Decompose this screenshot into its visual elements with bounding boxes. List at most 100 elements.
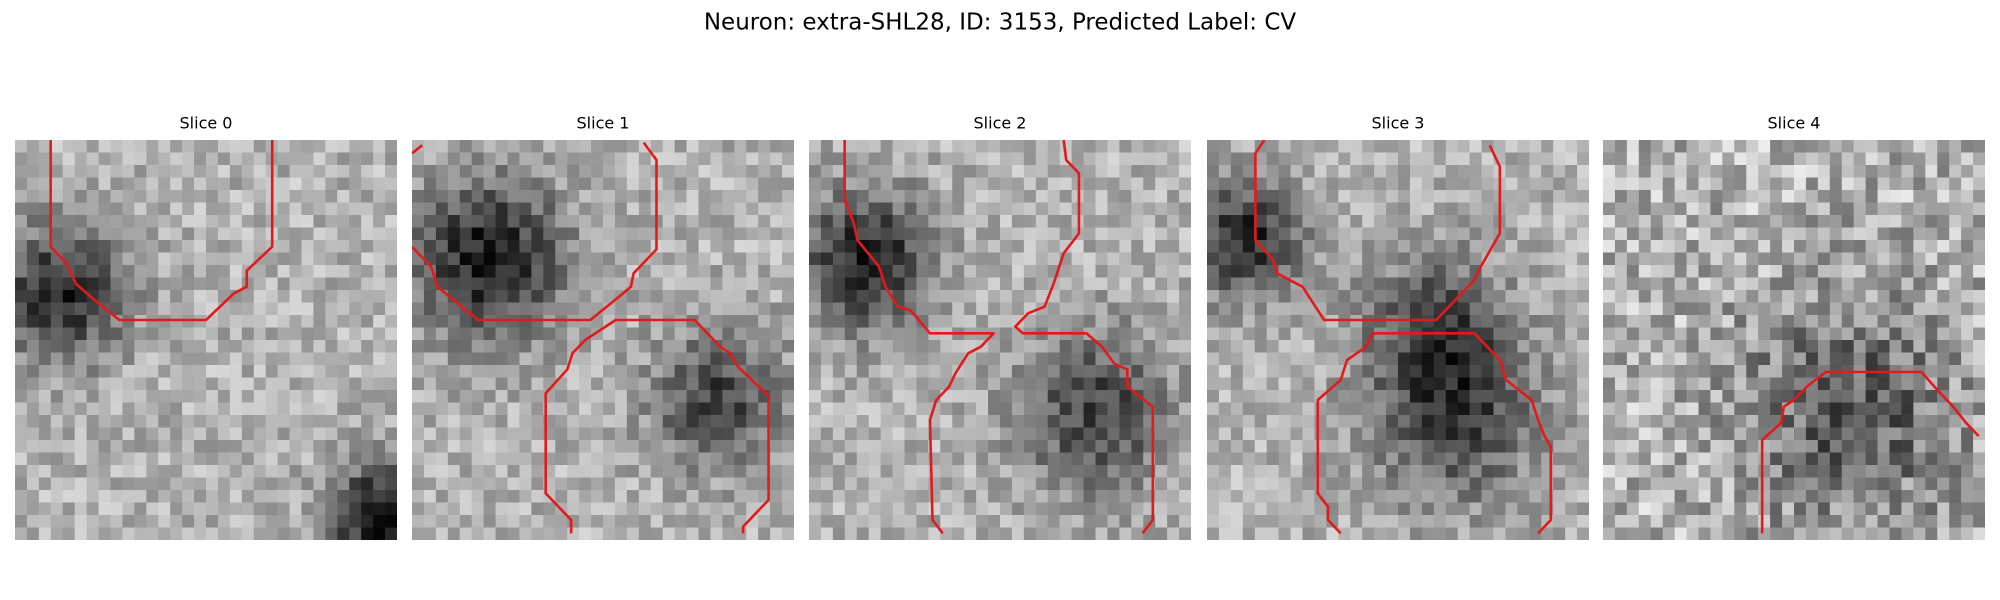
pixel	[423, 340, 437, 353]
pixel	[1770, 202, 1783, 216]
pixel	[1011, 477, 1025, 491]
pixel	[373, 465, 386, 478]
pixel	[471, 227, 485, 241]
pixel	[844, 365, 858, 378]
pixel	[146, 527, 159, 540]
pixel	[38, 365, 52, 378]
pixel	[758, 240, 771, 253]
pixel	[1362, 215, 1375, 228]
pixel	[1937, 165, 1950, 178]
pixel	[844, 377, 858, 391]
pixel	[940, 315, 953, 328]
pixel	[519, 377, 532, 391]
pixel	[1326, 190, 1339, 203]
pixel	[447, 140, 461, 153]
pixel	[1409, 215, 1423, 228]
pixel	[1409, 190, 1423, 203]
pixel	[964, 252, 977, 266]
pixel	[674, 190, 687, 203]
pixel	[1949, 327, 1962, 341]
pixel	[182, 365, 195, 378]
pixel	[158, 440, 171, 453]
pixel	[734, 365, 747, 378]
pixel	[1433, 440, 1447, 453]
pixel	[1011, 177, 1025, 191]
pixel	[1445, 377, 1459, 391]
pixel	[1626, 390, 1640, 403]
pixel	[1023, 440, 1037, 453]
pixel	[1433, 465, 1447, 478]
pixel	[1805, 190, 1819, 203]
pixel	[206, 165, 219, 178]
pixel	[964, 427, 977, 441]
pixel	[74, 152, 88, 166]
pixel	[916, 190, 929, 203]
pixel	[1577, 290, 1589, 303]
pixel	[483, 352, 496, 366]
pixel	[770, 340, 783, 353]
pixel	[1218, 465, 1232, 478]
pixel	[1913, 202, 1926, 216]
pixel	[722, 390, 735, 403]
pixel	[134, 427, 147, 441]
pixel	[1865, 377, 1878, 391]
pixel	[1230, 352, 1244, 366]
pixel	[1266, 465, 1280, 478]
pixel	[820, 315, 834, 328]
pixel	[1266, 415, 1280, 428]
pixel	[543, 240, 556, 253]
pixel	[1179, 265, 1191, 278]
pixel	[1662, 327, 1676, 341]
pixel	[1207, 365, 1220, 378]
pixel	[483, 227, 496, 241]
pixel	[1829, 452, 1843, 466]
pixel	[110, 165, 123, 178]
pixel	[74, 165, 88, 178]
pixel	[62, 452, 76, 466]
pixel	[1445, 465, 1459, 478]
pixel	[1131, 440, 1144, 453]
pixel	[1829, 465, 1843, 478]
pixel	[1758, 202, 1771, 216]
pixel	[832, 177, 846, 191]
pixel	[603, 315, 616, 328]
pixel	[1155, 215, 1168, 228]
pixel	[1350, 252, 1363, 266]
pixel	[1083, 252, 1096, 266]
pixel	[698, 477, 711, 491]
pixel	[1541, 265, 1554, 278]
pixel	[98, 402, 111, 416]
pixel	[1314, 465, 1327, 478]
pixel	[50, 452, 64, 466]
contour	[546, 320, 769, 533]
pixel	[940, 140, 953, 153]
pixel	[1626, 252, 1640, 266]
pixel	[206, 502, 219, 516]
pixel	[1398, 352, 1411, 366]
pixel	[241, 140, 255, 153]
pixel	[1059, 390, 1073, 403]
pixel	[686, 227, 699, 241]
pixel	[1350, 165, 1363, 178]
pixel	[1517, 415, 1530, 428]
pixel	[1674, 290, 1687, 303]
pixel	[976, 315, 989, 328]
pixel	[603, 352, 616, 366]
pixel	[158, 527, 171, 540]
pixel	[1218, 340, 1232, 353]
pixel	[1829, 140, 1843, 153]
pixel	[1686, 290, 1699, 303]
pixel	[662, 377, 676, 391]
pixel	[194, 165, 207, 178]
pixel	[1937, 152, 1950, 166]
pixel	[1841, 465, 1855, 478]
pixel	[507, 302, 520, 316]
pixel	[686, 352, 699, 366]
pixel	[1179, 277, 1191, 291]
pixel	[710, 502, 723, 516]
pixel	[1686, 377, 1699, 391]
pixel	[1445, 502, 1459, 516]
pixel	[579, 215, 592, 228]
pixel	[1338, 290, 1351, 303]
pixel	[1734, 315, 1747, 328]
